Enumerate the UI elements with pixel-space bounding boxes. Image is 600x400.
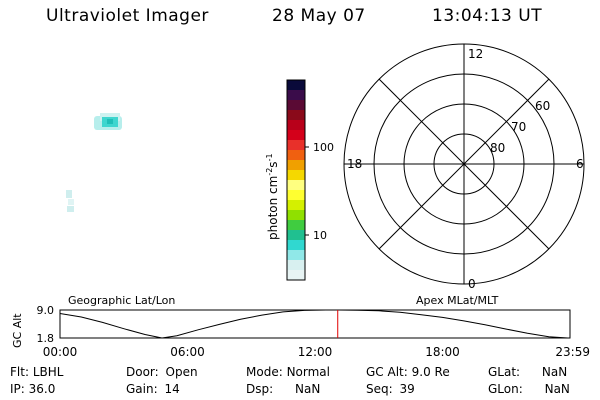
date-label: 28 May 07: [272, 6, 366, 26]
mlt-label-18: 18: [347, 157, 362, 171]
altitude-series-line: [59, 309, 568, 339]
colorbar-block: [287, 270, 305, 281]
colorbar-block: [287, 220, 305, 231]
colorbar-block: [287, 130, 305, 141]
colorbar: 100 10 photon cm-2s-1: [265, 79, 334, 281]
x-tick-label: 12:00: [298, 345, 333, 359]
colorbar-block: [287, 230, 305, 241]
colorbar-block: [287, 160, 305, 171]
door-value: Open: [165, 365, 198, 379]
colorbar-block: [287, 180, 305, 191]
colorbar-block: [287, 240, 305, 251]
y-axis-label: GC Alt: [11, 313, 24, 348]
door-status: Door: Open: [126, 365, 198, 379]
colorbar-block: [287, 170, 305, 181]
lat-label-60: 60: [535, 99, 550, 113]
ip-value: 36.0: [28, 382, 56, 396]
mlt-label-6: 6: [576, 157, 584, 171]
lat-label-80: 80: [490, 141, 505, 155]
uv-image-panel: [66, 113, 122, 212]
mode-value: Normal: [286, 365, 330, 379]
colorbar-block: [287, 140, 305, 151]
geographic-title: Geographic Lat/Lon: [68, 294, 175, 307]
gcalt-value: 9.0 Re: [411, 365, 450, 379]
colorbar-block: [287, 210, 305, 221]
polar-grid: [343, 43, 585, 285]
seq-status: Seq: 39: [366, 382, 415, 396]
colorbar-block: [287, 120, 305, 131]
colorbar-block: [287, 190, 305, 201]
colorbar-block: [287, 110, 305, 121]
colorbar-block: [287, 260, 305, 271]
apex-title: Apex MLat/MLT: [416, 294, 499, 307]
colorbar-unit-label: photon cm-2s-1: [265, 153, 280, 240]
faint-patch: [66, 190, 74, 212]
time-label: 13:04:13 UT: [432, 6, 543, 26]
seq-value: 39: [399, 382, 415, 396]
gain-status: Gain: 14: [126, 382, 180, 396]
colorbar-block: [287, 90, 305, 101]
mode-status: Mode: Normal: [246, 365, 330, 379]
glon-status: GLon: NaN: [488, 382, 570, 396]
y-tick-label: 1.8: [37, 332, 55, 345]
x-tick-label: 00:00: [43, 345, 78, 359]
orbit-chart: Geographic Lat/Lon Apex MLat/MLT GC Alt …: [11, 294, 590, 359]
plot-frame: [59, 309, 571, 339]
colorbar-block: [287, 200, 305, 211]
mlt-label-12: 12: [468, 47, 483, 61]
x-tick-label: 06:00: [170, 345, 205, 359]
colorbar-block: [287, 100, 305, 111]
flt-status: Flt: LBHL: [10, 365, 64, 379]
colorbar-tick-10: 10: [313, 229, 327, 242]
dsp-value: NaN: [294, 382, 321, 396]
glon-value: NaN: [544, 382, 570, 396]
dsp-status: Dsp: NaN: [246, 382, 321, 396]
colorbar-block: [287, 80, 305, 91]
auroral-blob: [94, 113, 122, 130]
mlt-label-0: 0: [468, 277, 476, 291]
flt-value: LBHL: [32, 365, 64, 379]
colorbar-tick-100: 100: [313, 141, 334, 154]
colorbar-block: [287, 250, 305, 261]
y-tick-label: 9.0: [37, 304, 55, 317]
glat-status: GLat: NaN: [488, 365, 568, 379]
ip-status: IP: 36.0: [10, 382, 56, 396]
gain-value: 14: [164, 382, 180, 396]
glat-value: NaN: [541, 365, 568, 379]
gcalt-status: GC Alt: 9.0 Re: [366, 365, 450, 379]
x-tick-label: 18:00: [425, 345, 460, 359]
instrument-title: Ultraviolet Imager: [46, 6, 209, 26]
lat-label-70: 70: [511, 120, 526, 134]
x-tick-label: 23:59: [555, 345, 590, 359]
colorbar-block: [287, 150, 305, 161]
